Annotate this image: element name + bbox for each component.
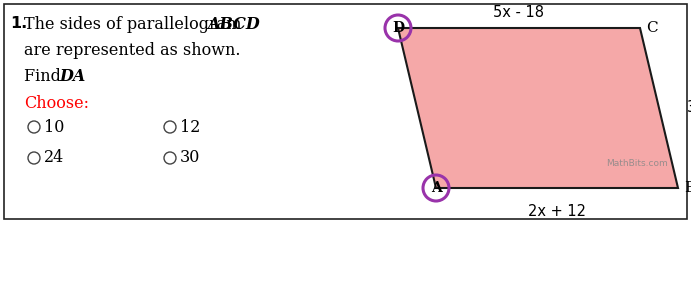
Polygon shape [398,28,678,188]
Text: A: A [430,181,442,195]
Text: 30: 30 [180,149,200,167]
Text: are represented as shown.: are represented as shown. [24,42,240,59]
Text: .: . [79,68,84,85]
Text: The sides of parallelogram: The sides of parallelogram [24,16,247,33]
Text: MathBits.com: MathBits.com [606,159,668,168]
Text: 24: 24 [44,149,64,167]
Text: Choose:: Choose: [24,95,89,112]
Text: 12: 12 [180,118,200,136]
Text: 1.: 1. [10,16,27,31]
Text: 10: 10 [44,118,64,136]
Text: 3x - 6: 3x - 6 [687,100,691,116]
Text: D: D [392,21,404,35]
Text: 5x - 18: 5x - 18 [493,5,545,20]
Text: Find: Find [24,68,66,85]
Bar [4,4,687,219]
Text: B: B [684,181,691,195]
Text: C: C [646,21,658,35]
Text: DA: DA [59,68,85,85]
Text: ABCD: ABCD [207,16,260,33]
Text: 2x + 12: 2x + 12 [528,204,586,219]
